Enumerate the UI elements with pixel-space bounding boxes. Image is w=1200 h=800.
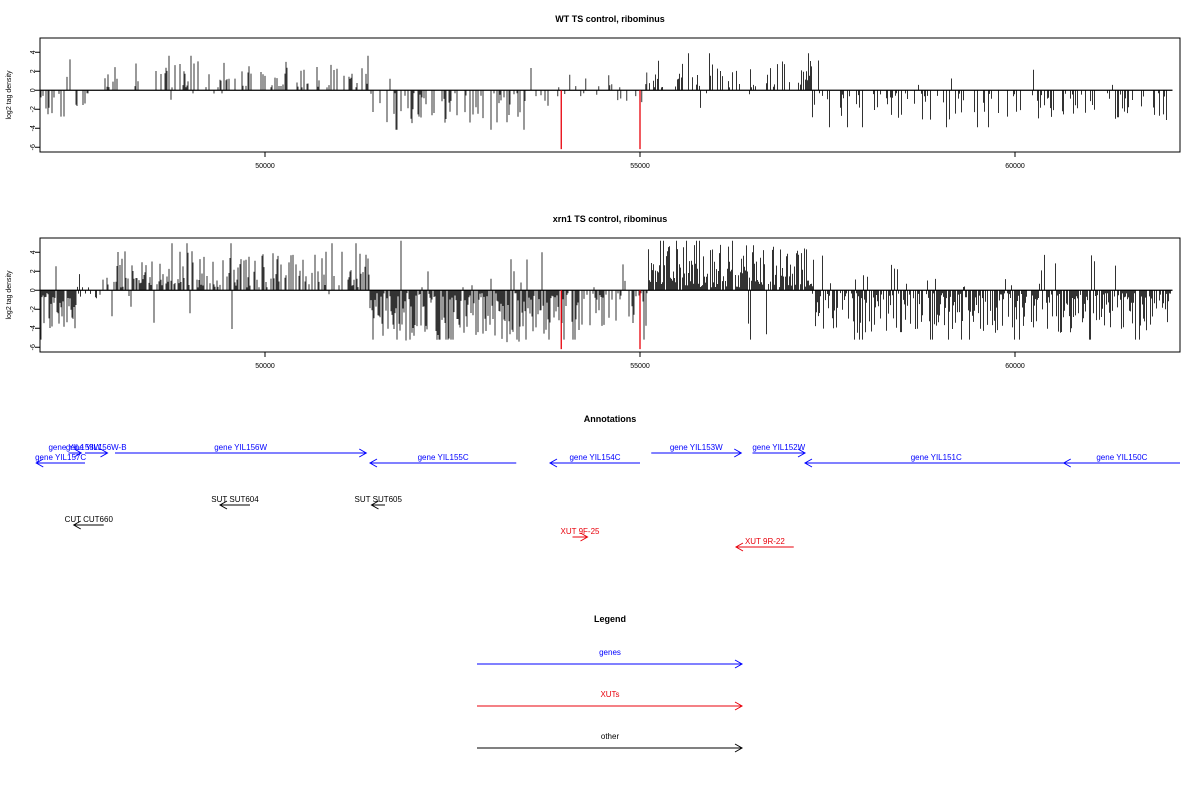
wt-plot-frame bbox=[39, 37, 1181, 153]
legend-arrow bbox=[477, 743, 744, 753]
x-tick-label: 60000 bbox=[1005, 363, 1025, 370]
wt-axes: 4 2 0 -2 -4 -6 50000 55000 60000 bbox=[30, 50, 1025, 170]
annotation-arrow bbox=[734, 542, 794, 552]
y-tick-label: -4 bbox=[30, 325, 37, 331]
arrow-head bbox=[797, 448, 807, 458]
arrow-head bbox=[734, 448, 743, 458]
annotation-label: gene YIL157C bbox=[35, 453, 86, 462]
arrow-head bbox=[72, 520, 81, 530]
annotation-arrow bbox=[548, 458, 640, 468]
annotation-arrow bbox=[115, 448, 368, 458]
arrow-head bbox=[35, 458, 44, 468]
annotation-arrow bbox=[68, 448, 83, 458]
y-tick-label: -4 bbox=[30, 125, 37, 131]
xrn1-track-panel: xrn1 TS control, ribominus log2 tag dens… bbox=[6, 214, 1181, 370]
density-bars bbox=[39, 240, 1171, 343]
annotation-arrow bbox=[752, 448, 807, 458]
xrn1-track-title: xrn1 TS control, ribominus bbox=[553, 214, 668, 224]
annotation-label: gene YIL154C bbox=[569, 453, 620, 462]
annotation-label: gene YIL158W bbox=[48, 443, 101, 452]
arrow-head bbox=[734, 542, 744, 552]
annotation-label: gene YIL151C bbox=[911, 453, 962, 462]
x-tick-label: 55000 bbox=[630, 363, 650, 370]
annotations-title: Annotations bbox=[584, 414, 637, 424]
x-tick-label: 55000 bbox=[630, 163, 650, 170]
annotation-label: CUT CUT660 bbox=[65, 515, 114, 524]
arrow-head bbox=[803, 458, 813, 468]
arrow-head bbox=[580, 532, 589, 542]
xrn1-plot-frame bbox=[39, 237, 1181, 353]
legend-label: genes bbox=[599, 648, 621, 657]
legend-title: Legend bbox=[594, 614, 626, 624]
arrow-head bbox=[548, 458, 558, 468]
arrow-head bbox=[74, 448, 83, 458]
legend-arrow bbox=[477, 701, 744, 711]
annotation-label: gene YIL156W-B bbox=[66, 443, 127, 452]
y-tick-label: 4 bbox=[30, 50, 37, 54]
arrow-head bbox=[370, 500, 379, 510]
legend-panel: Legend genes XUTs other bbox=[477, 614, 744, 753]
x-tick-label: 50000 bbox=[255, 163, 275, 170]
y-tick-label: 2 bbox=[30, 269, 37, 273]
y-tick-label: -6 bbox=[30, 144, 37, 150]
y-tick-label: -6 bbox=[30, 344, 37, 350]
annotation-label: gene YIL152W bbox=[752, 443, 805, 452]
y-tick-label: -2 bbox=[30, 306, 37, 312]
arrow-head bbox=[734, 743, 744, 753]
annotation-arrow bbox=[651, 448, 743, 458]
legend-label: other bbox=[601, 732, 620, 741]
legend-items: genes XUTs other bbox=[477, 648, 744, 753]
wt-track-title: WT TS control, ribominus bbox=[555, 14, 665, 24]
y-tick-label: -2 bbox=[30, 106, 37, 112]
annotation-arrow bbox=[370, 500, 385, 510]
wt-bars bbox=[40, 53, 1173, 150]
annotation-arrow bbox=[368, 458, 517, 468]
arrow-head bbox=[359, 448, 368, 458]
y-tick-label: 0 bbox=[30, 88, 37, 92]
xrn1-y-axis-label: log2 tag density bbox=[6, 270, 13, 320]
y-tick-label: 2 bbox=[30, 69, 37, 73]
arrow-head bbox=[368, 458, 378, 468]
annotation-arrow bbox=[72, 520, 104, 530]
legend-arrow bbox=[477, 659, 744, 669]
y-tick-label: 0 bbox=[30, 288, 37, 292]
wt-track-panel: WT TS control, ribominus log2 tag densit… bbox=[6, 14, 1181, 170]
arrow-head bbox=[734, 701, 744, 711]
annotation-label: gene YIL150C bbox=[1096, 453, 1147, 462]
annotation-arrow bbox=[85, 448, 109, 458]
legend-label: XUTs bbox=[600, 690, 619, 699]
annotation-arrow bbox=[218, 500, 250, 510]
arrow-head bbox=[734, 659, 744, 669]
x-tick-label: 60000 bbox=[1005, 163, 1025, 170]
annotation-arrow bbox=[803, 458, 1068, 468]
annotation-arrow bbox=[572, 532, 589, 542]
arrow-head bbox=[218, 500, 228, 510]
wt-y-axis-label: log2 tag density bbox=[6, 70, 13, 120]
y-tick-label: 4 bbox=[30, 250, 37, 254]
xrn1-bars bbox=[39, 240, 1173, 350]
annotation-label: gene YIL156W bbox=[214, 443, 267, 452]
annotation-arrow bbox=[1062, 458, 1180, 468]
annotation-arrow bbox=[35, 458, 85, 468]
annotation-label: gene YIL155C bbox=[418, 453, 469, 462]
x-tick-label: 50000 bbox=[255, 363, 275, 370]
annotation-label: XUT 9R-22 bbox=[745, 537, 785, 546]
xrn1-axes: 4 2 0 -2 -4 -6 50000 55000 60000 bbox=[30, 250, 1025, 370]
annotation-label: XUT 9F-25 bbox=[561, 527, 601, 536]
arrow-head bbox=[100, 448, 109, 458]
annotation-label: gene YIL153W bbox=[670, 443, 723, 452]
arrow-head bbox=[1062, 458, 1071, 468]
annotation-label: SUT SUT604 bbox=[211, 495, 259, 504]
annotation-label: SUT SUT605 bbox=[355, 495, 403, 504]
density-bars bbox=[40, 53, 1167, 130]
